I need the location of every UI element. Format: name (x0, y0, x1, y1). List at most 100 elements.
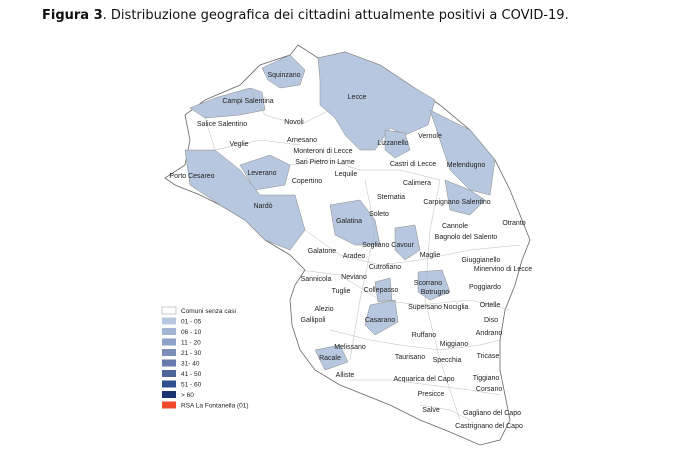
municipality-label: Diso (484, 317, 498, 324)
municipal-border (204, 117, 301, 151)
municipality-label: Nociglia (444, 304, 469, 311)
municipality-label: Galatina (336, 218, 362, 225)
municipality-label: Squinzano (267, 72, 300, 79)
municipality-label: Ruffano (412, 332, 436, 339)
area-nard- (184, 149, 306, 251)
municipality-label: Galatone (308, 248, 337, 255)
municipality-label: Lizzanello (377, 140, 408, 147)
municipality-label: Collepasso (364, 287, 399, 294)
municipality-label: Andrano (476, 330, 503, 337)
municipality-label: Presicce (418, 391, 445, 398)
municipality-label: Taurisano (395, 354, 425, 361)
legend-swatch (162, 317, 176, 325)
area-scorrano (417, 269, 451, 301)
legend-label: 21 - 30 (181, 350, 202, 357)
municipality-label: Veglie (229, 141, 248, 148)
municipality-label: Casarano (365, 317, 395, 324)
area-campi-salentina (189, 87, 266, 119)
legend-swatch (162, 380, 176, 388)
legend-label: 31- 40 (181, 361, 200, 368)
legend-swatch (162, 328, 176, 335)
area-racale (314, 344, 349, 371)
municipality-label: Castri di Lecce (390, 161, 436, 168)
legend-label: 11 - 20 (181, 340, 201, 347)
legend-label: 41 - 50 (181, 371, 202, 378)
municipal-border (304, 229, 521, 266)
municipality-label: Leverano (247, 170, 276, 177)
legend-swatch (162, 401, 176, 409)
municipality-label: Soleto (369, 211, 389, 218)
municipality-label: Scorrano (414, 280, 443, 287)
municipality-label: Tuglie (332, 288, 351, 295)
municipality-label: Campi Salentina (222, 98, 273, 105)
municipal-border (299, 269, 511, 311)
legend-swatch (162, 391, 176, 398)
legend-swatch (162, 370, 176, 377)
legend-label: RSA La Fontanella (01) (181, 403, 249, 410)
municipality-label: Salve (422, 407, 440, 414)
municipality-label: Monteroni di Lecce (293, 148, 352, 155)
municipal-border (329, 329, 501, 351)
municipality-label: Sogliano Cavour (362, 242, 414, 249)
municipal-border (424, 179, 461, 421)
municipality-label: Tiggiano (473, 375, 500, 382)
area-sogliano-cavour (394, 224, 421, 261)
municipality-label: Bagnolo del Salento (435, 234, 498, 241)
municipality-label: Otranto (502, 220, 525, 227)
municipality-label: Calimera (403, 180, 431, 187)
municipality-label: Arnesano (287, 137, 317, 144)
municipality-label: Sannicola (301, 276, 332, 283)
municipality-label: Poggiardo (469, 284, 501, 291)
legend-label: 01 - 05 (181, 319, 202, 326)
caption-label: Figura 3 (42, 8, 103, 23)
municipality-label: Minervino di Lecce (474, 266, 532, 273)
municipal-border (249, 87, 331, 126)
legend-label: > 60 (181, 392, 194, 399)
municipality-label: Melendugno (447, 162, 486, 169)
area-melendugno (429, 109, 496, 196)
municipality-label: Lequile (335, 171, 358, 178)
legend-swatch (161, 306, 177, 315)
municipality-label: Alliste (336, 372, 355, 379)
municipality-label: Salice Salentino (197, 121, 247, 128)
legend-label: 51 - 60 (181, 382, 202, 389)
municipality-label: Copertino (292, 178, 322, 185)
area-collepasso (374, 277, 393, 303)
area-carpignano-salentino (444, 179, 486, 216)
municipality-label: Sari Pietro in Lame (295, 159, 355, 166)
municipal-border (289, 159, 441, 181)
municipality-label: Novoli (284, 119, 304, 126)
municipality-label: Aradeo (343, 253, 366, 260)
municipality-label: Specchia (433, 357, 462, 364)
municipality-label: Racale (319, 355, 341, 362)
area-casarano (364, 299, 399, 336)
legend-label: 06 - 10 (181, 329, 202, 336)
legend-label: Comuni senza casi (181, 308, 236, 315)
area-lizzanello (384, 129, 411, 159)
municipality-label: Lecce (348, 94, 367, 101)
municipality-label: Cannole (442, 223, 468, 230)
municipality-label: Sternatia (377, 194, 405, 201)
municipal-border (350, 379, 501, 396)
municipality-label: Carpignano Salentino (423, 199, 490, 206)
municipality-label: Vernole (418, 133, 442, 140)
legend-swatch (162, 349, 176, 356)
municipality-label: Corsano (476, 386, 503, 393)
municipality-label: Supersano (408, 304, 442, 311)
province-outline (164, 44, 531, 446)
municipality-label: Alezio (314, 306, 333, 313)
municipality-label: Nardò (253, 203, 272, 210)
legend-swatch (162, 338, 176, 346)
municipality-label: Acquarica del Capo (393, 376, 454, 383)
municipality-label: Melissano (334, 344, 366, 351)
figure-caption: Figura 3. Distribuzione geografica dei c… (42, 8, 569, 23)
municipal-border (349, 179, 376, 361)
municipality-label: Neviano (341, 274, 367, 281)
area-squinzano (261, 54, 306, 89)
municipality-label: Castrignano del Capo (455, 423, 523, 430)
caption-text: . Distribuzione geografica dei cittadini… (102, 8, 569, 23)
municipality-label: Maglie (420, 252, 441, 259)
municipality-label: Porto Cesareo (169, 173, 214, 180)
municipality-label: Gallipoli (301, 317, 326, 324)
municipality-label: Giuggianello (462, 257, 501, 264)
